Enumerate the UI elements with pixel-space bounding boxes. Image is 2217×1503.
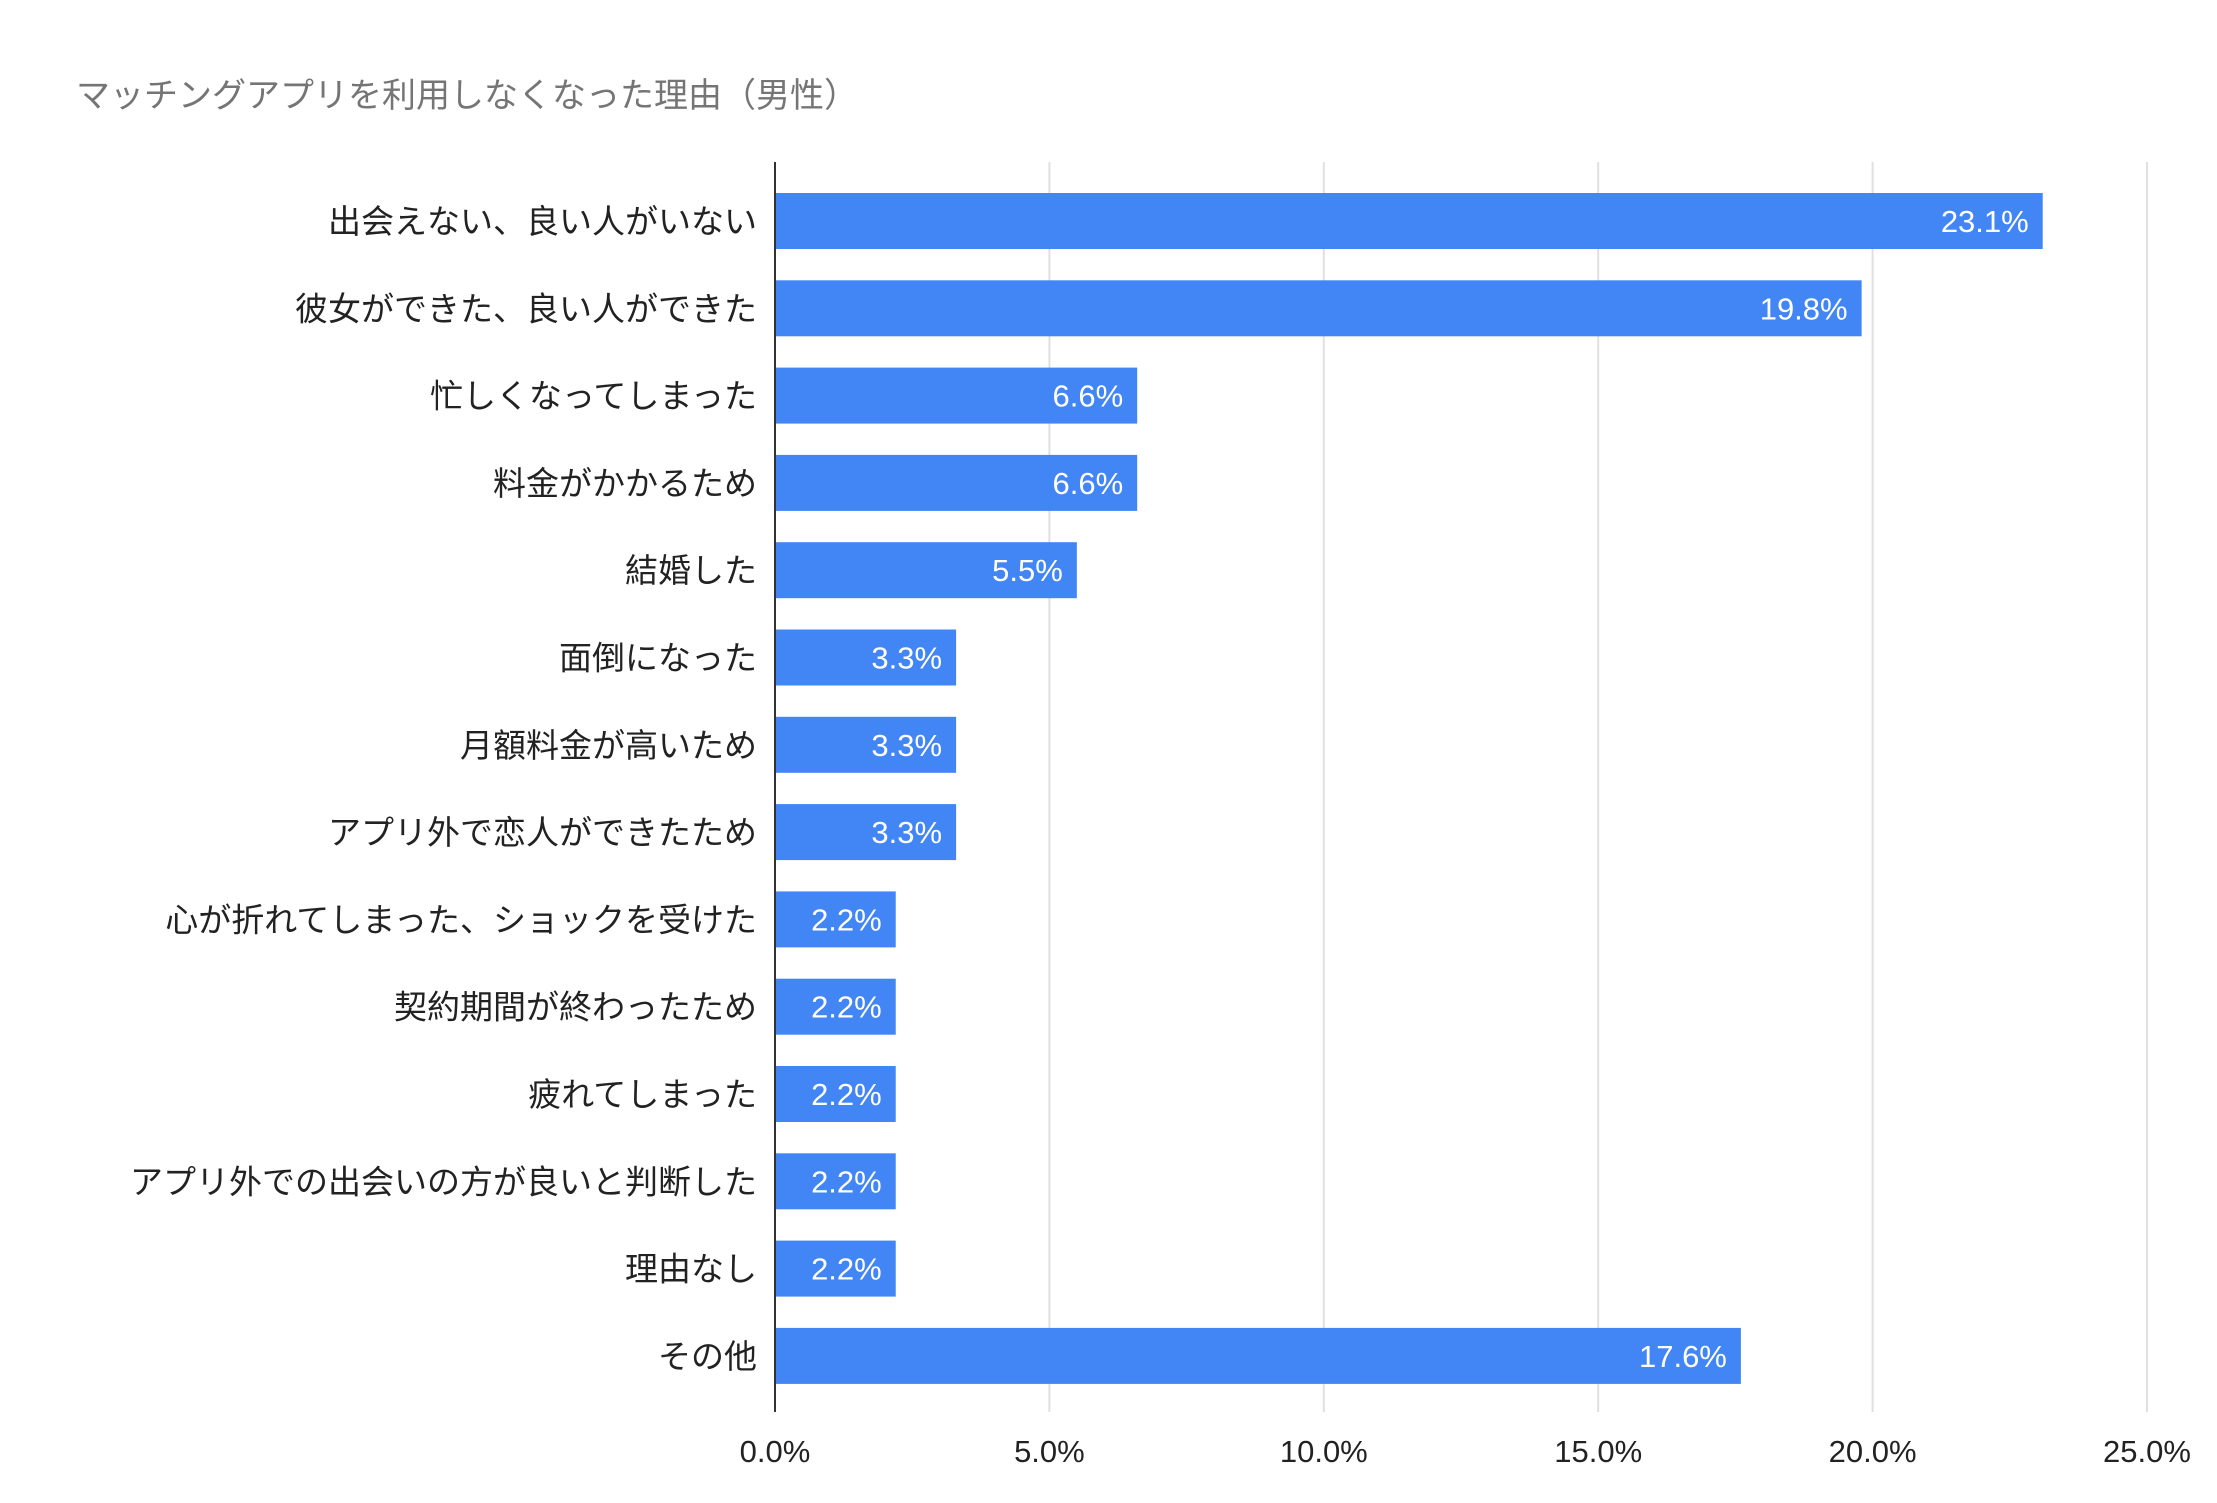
x-tick-label: 10.0% bbox=[1280, 1434, 1368, 1469]
category-label: 疲れてしまった bbox=[528, 1075, 757, 1114]
chart-title: マッチングアプリを利用しなくなった理由（男性） bbox=[76, 76, 858, 116]
category-label: アプリ外での出会いの方が良いと判断した bbox=[130, 1162, 757, 1201]
bar bbox=[775, 367, 1138, 424]
bar bbox=[775, 804, 957, 861]
data-label: 19.8% bbox=[1760, 291, 1848, 326]
category-label: 理由なし bbox=[625, 1250, 757, 1289]
category-label: 面倒になった bbox=[559, 639, 757, 678]
bar bbox=[775, 1066, 896, 1122]
x-tick-label: 15.0% bbox=[1554, 1434, 1642, 1469]
bar bbox=[775, 280, 1862, 337]
category-labels: 出会えない、良い人がいない彼女ができた、良い人ができた忙しくなってしまった料金が… bbox=[130, 202, 757, 1376]
bar bbox=[775, 1327, 1741, 1384]
data-label: 2.2% bbox=[811, 1164, 882, 1199]
data-label: 2.2% bbox=[811, 1252, 882, 1287]
data-label: 3.3% bbox=[871, 728, 942, 763]
data-label: 3.3% bbox=[871, 815, 942, 850]
category-label: 忙しくなってしまった bbox=[430, 377, 757, 416]
category-label: 彼女ができた、良い人ができた bbox=[295, 289, 757, 328]
data-label: 2.2% bbox=[811, 902, 882, 937]
category-label: 結婚した bbox=[625, 551, 757, 590]
bar bbox=[775, 978, 896, 1035]
bar bbox=[775, 454, 1138, 511]
x-tick-label: 5.0% bbox=[1014, 1434, 1085, 1469]
category-label: 料金がかかるため bbox=[493, 464, 757, 503]
category-label: 心が折れてしまった、ショックを受けた bbox=[165, 900, 757, 939]
category-label: 出会えない、良い人がいない bbox=[328, 202, 757, 241]
data-label: 2.2% bbox=[811, 1077, 882, 1112]
category-label: 月額料金が高いため bbox=[460, 726, 757, 765]
bar bbox=[775, 1153, 896, 1210]
x-tick-labels: 0.0% 5.0% 10.0% 15.0% 20.0% 25.0% bbox=[740, 1434, 2191, 1469]
bar bbox=[775, 891, 896, 948]
category-label: その他 bbox=[658, 1337, 757, 1376]
bar bbox=[775, 629, 957, 686]
data-label: 17.6% bbox=[1639, 1339, 1727, 1374]
bars bbox=[775, 193, 2043, 1384]
data-label: 2.2% bbox=[811, 990, 882, 1025]
data-label: 3.3% bbox=[871, 641, 942, 676]
category-label: アプリ外で恋人ができたため bbox=[328, 813, 757, 852]
value-labels: 23.1% 19.8% 6.6% 6.6% 5.5% 3.3% 3.3% 3.3% 2.2% 2.… bbox=[811, 204, 2029, 1374]
x-tick-label: 25.0% bbox=[2103, 1434, 2191, 1469]
x-tick-label: 0.0% bbox=[740, 1434, 811, 1469]
data-label: 6.6% bbox=[1053, 466, 1124, 501]
bar bbox=[775, 193, 2043, 249]
category-label: 契約期間が終わったため bbox=[394, 988, 757, 1027]
gridlines bbox=[1048, 162, 2148, 1412]
bar bbox=[775, 716, 957, 773]
bar bbox=[775, 1240, 896, 1297]
data-label: 5.5% bbox=[992, 553, 1063, 588]
data-label: 23.1% bbox=[1941, 204, 2029, 239]
bar bbox=[775, 542, 1077, 599]
data-label: 6.6% bbox=[1053, 379, 1124, 414]
x-tick-label: 20.0% bbox=[1829, 1434, 1917, 1469]
